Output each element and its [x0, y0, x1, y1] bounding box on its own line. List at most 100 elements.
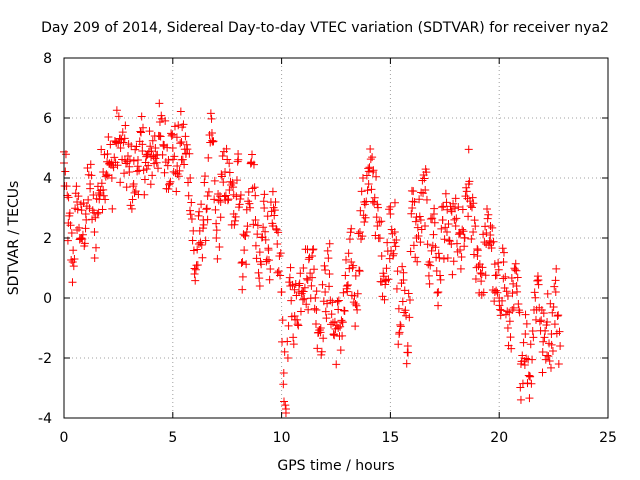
data-point [308, 252, 317, 260]
data-point [370, 198, 379, 207]
data-point [173, 162, 182, 170]
data-point [244, 188, 253, 197]
data-point [206, 109, 215, 118]
data-point [527, 379, 536, 388]
data-point [528, 355, 537, 364]
data-point [251, 241, 260, 250]
data-point [442, 228, 451, 236]
data-point [540, 333, 549, 342]
data-point [409, 187, 418, 196]
data-point [552, 264, 561, 273]
data-point [538, 348, 547, 356]
y-axis-label: SDTVAR / TECUs [6, 181, 22, 296]
x-tick-label: 5 [168, 430, 177, 446]
data-point [148, 136, 157, 145]
data-point [330, 317, 339, 326]
data-point [415, 212, 424, 221]
data-point [104, 132, 113, 141]
data-point [469, 250, 478, 259]
data-point [106, 140, 115, 149]
x-tick-label: 10 [273, 430, 291, 446]
data-point [142, 151, 151, 160]
data-point [508, 289, 517, 298]
data-point [431, 243, 440, 252]
data-point [291, 279, 300, 288]
data-point [308, 273, 317, 282]
data-point [290, 285, 299, 294]
data-point [98, 205, 107, 214]
data-point [512, 282, 521, 290]
data-point [377, 217, 386, 226]
data-point [547, 340, 556, 349]
data-point [184, 191, 193, 200]
data-point [246, 203, 255, 212]
data-point [425, 258, 434, 266]
data-point [366, 155, 375, 164]
data-point [64, 193, 73, 202]
data-point [129, 156, 138, 165]
data-point [276, 271, 285, 280]
data-point [401, 306, 410, 315]
data-point [451, 194, 460, 203]
data-point [441, 223, 450, 232]
data-point [140, 190, 149, 199]
data-point [118, 128, 127, 137]
data-point [72, 182, 81, 191]
data-point [113, 161, 122, 170]
data-point [375, 218, 384, 227]
data-point [221, 168, 230, 176]
data-point [516, 395, 525, 404]
data-point [391, 242, 400, 251]
data-point [78, 235, 87, 244]
data-point [361, 213, 370, 222]
data-point [181, 150, 190, 158]
data-point [242, 205, 251, 214]
data-point [394, 304, 403, 313]
data-point [498, 244, 507, 253]
data-point [211, 205, 220, 214]
data-point [285, 273, 294, 282]
data-point [304, 305, 313, 314]
data-point [395, 330, 404, 338]
data-point [218, 152, 227, 161]
data-point [74, 192, 83, 201]
data-point [509, 279, 518, 288]
data-point [478, 263, 487, 272]
data-point [434, 288, 443, 296]
data-point [295, 288, 304, 296]
data-point [216, 213, 225, 222]
data-point [68, 278, 77, 287]
data-point [222, 144, 231, 153]
data-point [347, 224, 356, 233]
data-point [484, 210, 493, 219]
data-point [416, 238, 425, 247]
data-point [233, 157, 242, 166]
data-point [337, 316, 346, 325]
data-point [213, 254, 222, 263]
data-point [132, 142, 141, 151]
data-point [170, 152, 179, 161]
data-point [110, 153, 119, 162]
data-point [146, 180, 155, 189]
data-point [223, 155, 232, 164]
data-point [551, 276, 560, 285]
data-point [125, 168, 134, 176]
data-point [217, 172, 226, 181]
data-point [308, 245, 317, 254]
data-point [293, 320, 302, 329]
data-point [138, 123, 147, 132]
data-point [490, 288, 499, 296]
data-point [65, 209, 74, 218]
data-point [436, 275, 445, 284]
data-point [86, 160, 95, 169]
data-point [286, 282, 295, 290]
data-point [255, 282, 264, 290]
data-point [473, 245, 482, 254]
data-point [378, 292, 387, 301]
data-point [435, 253, 444, 262]
data-point [202, 204, 211, 213]
data-point [355, 228, 364, 236]
data-point [390, 198, 399, 207]
data-point [274, 228, 283, 237]
data-point [137, 128, 146, 137]
